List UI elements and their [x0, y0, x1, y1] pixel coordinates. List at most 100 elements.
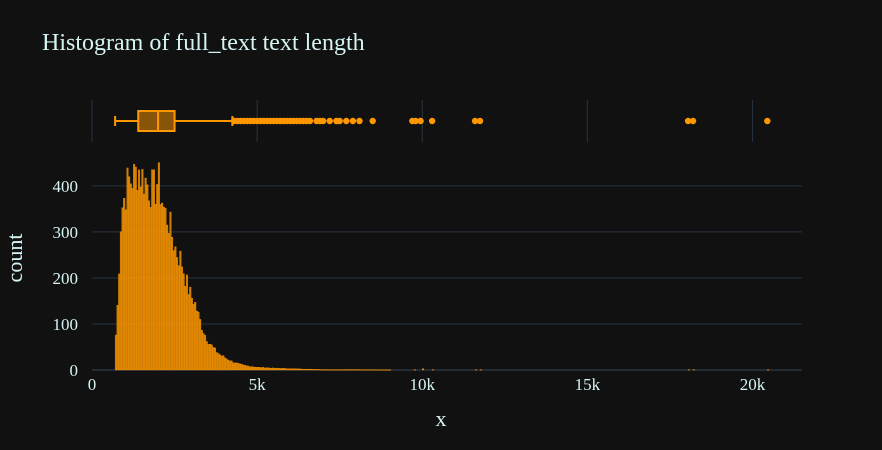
- histogram-bar: [347, 369, 350, 371]
- histogram-bar: [286, 368, 289, 371]
- x-tick-label: 5k: [249, 375, 267, 394]
- histogram-bar: [384, 369, 387, 371]
- histogram-bar: [314, 369, 317, 371]
- histogram-bar: [114, 334, 117, 371]
- histogram-bar: [309, 368, 312, 371]
- histogram-bar: [265, 367, 268, 371]
- histogram-bar: [352, 369, 355, 371]
- histogram-bar: [232, 362, 235, 371]
- histogram-bar: [166, 224, 169, 371]
- histogram-bar: [179, 250, 182, 371]
- histogram-bar: [375, 369, 378, 371]
- histogram-bar: [306, 368, 309, 371]
- y-tick-labels: 0 100 200 300 400: [53, 177, 79, 380]
- y-tick-label: 300: [53, 223, 79, 242]
- box-outlier-point: [336, 117, 343, 125]
- histogram-bar: [161, 202, 164, 371]
- histogram-bar: [192, 304, 195, 371]
- box-outlier-point: [684, 117, 692, 125]
- histogram-bar: [147, 200, 150, 371]
- histogram-bar: [243, 365, 246, 371]
- histogram-bar: [687, 369, 690, 371]
- histogram-bar: [422, 368, 425, 371]
- histogram-bar: [128, 176, 131, 371]
- box-plot: [114, 110, 771, 132]
- box-outlier-point: [412, 117, 419, 125]
- y-tick-label: 0: [70, 361, 79, 380]
- histogram-bar: [139, 186, 142, 371]
- histogram-bar: [331, 369, 334, 371]
- histogram-bar: [217, 353, 220, 371]
- histogram-bar: [143, 194, 145, 371]
- histogram-bar: [222, 355, 225, 371]
- box-outlier-point: [343, 117, 350, 125]
- histogram-bar: [369, 369, 372, 371]
- histogram-bar: [354, 369, 357, 371]
- box-outlier-point: [689, 117, 697, 125]
- histogram-bar: [294, 368, 297, 371]
- histogram-bar: [223, 357, 226, 371]
- histogram-bar: [289, 368, 292, 371]
- histogram-bar: [342, 369, 345, 371]
- histogram-bar: [271, 367, 274, 371]
- histogram-bars: [114, 162, 770, 371]
- histogram-bar: [374, 369, 377, 371]
- histogram-bar: [215, 352, 218, 371]
- histogram-bar: [275, 367, 278, 371]
- x-tick-label: 15k: [575, 375, 601, 394]
- histogram-bar: [225, 358, 228, 371]
- histogram-bar: [268, 367, 271, 371]
- histogram-bar: [270, 368, 273, 371]
- histogram-bar: [187, 294, 190, 371]
- histogram-bar: [245, 365, 248, 371]
- histogram-bar: [304, 369, 307, 371]
- histogram-bar: [124, 209, 127, 371]
- x-tick-label: 20k: [740, 375, 766, 394]
- histogram-bar: [181, 266, 183, 371]
- histogram-bar: [288, 368, 291, 371]
- box-iqr: [137, 110, 176, 132]
- histogram-bar: [116, 305, 119, 371]
- histogram-bar: [194, 302, 197, 371]
- histogram-bar: [189, 286, 192, 371]
- histogram-bar: [380, 369, 383, 371]
- box-outlier-point: [764, 117, 771, 125]
- histogram-bar: [248, 366, 251, 371]
- histogram-bar: [319, 369, 322, 371]
- histogram-bar: [195, 310, 198, 371]
- histogram-bar: [190, 297, 193, 371]
- histogram-bar: [382, 369, 385, 371]
- histogram-bar: [118, 273, 121, 371]
- histogram-bar: [136, 190, 139, 371]
- histogram-bar: [324, 369, 327, 371]
- histogram-bar: [326, 369, 329, 371]
- histogram-bar: [281, 368, 284, 371]
- histogram-bar: [126, 167, 129, 371]
- histogram-bar: [339, 369, 342, 371]
- histogram-bar: [692, 369, 695, 371]
- histogram-bar: [119, 231, 122, 371]
- histogram-bar: [156, 184, 159, 371]
- histogram-bar: [152, 169, 155, 371]
- histogram-bar: [379, 369, 382, 371]
- histogram-bar: [184, 286, 187, 371]
- histogram-bar: [261, 367, 264, 371]
- histogram-bar: [296, 368, 299, 371]
- box-outlier-point: [356, 117, 363, 125]
- histogram-bar: [280, 368, 283, 371]
- histogram-bar: [303, 368, 306, 371]
- histogram-bar: [176, 257, 179, 371]
- histogram-bar: [209, 343, 212, 371]
- histogram-bar: [131, 188, 134, 371]
- histogram-bar: [205, 341, 208, 371]
- histogram-bar: [185, 274, 188, 371]
- histogram-bar: [169, 211, 172, 371]
- histogram-bar: [389, 369, 392, 371]
- histogram-bar: [301, 368, 304, 371]
- histogram-bar: [260, 367, 263, 371]
- histogram-bar: [283, 368, 286, 371]
- histogram-bar: [202, 333, 205, 371]
- histogram-bar: [151, 169, 154, 371]
- histogram-bar: [250, 366, 253, 371]
- histogram-bar: [278, 368, 281, 371]
